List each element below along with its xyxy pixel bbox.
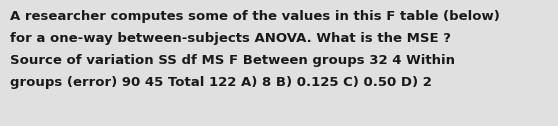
Text: for a one-way between-subjects ANOVA. What is the MSE ?: for a one-way between-subjects ANOVA. Wh… (10, 32, 451, 45)
Text: Source of variation SS df MS F Between groups 32 4 Within: Source of variation SS df MS F Between g… (10, 54, 455, 67)
Text: A researcher computes some of the values in this F table (below): A researcher computes some of the values… (10, 10, 500, 23)
Text: groups (error) 90 45 Total 122 A) 8 B) 0.125 C) 0.50 D) 2: groups (error) 90 45 Total 122 A) 8 B) 0… (10, 76, 432, 89)
